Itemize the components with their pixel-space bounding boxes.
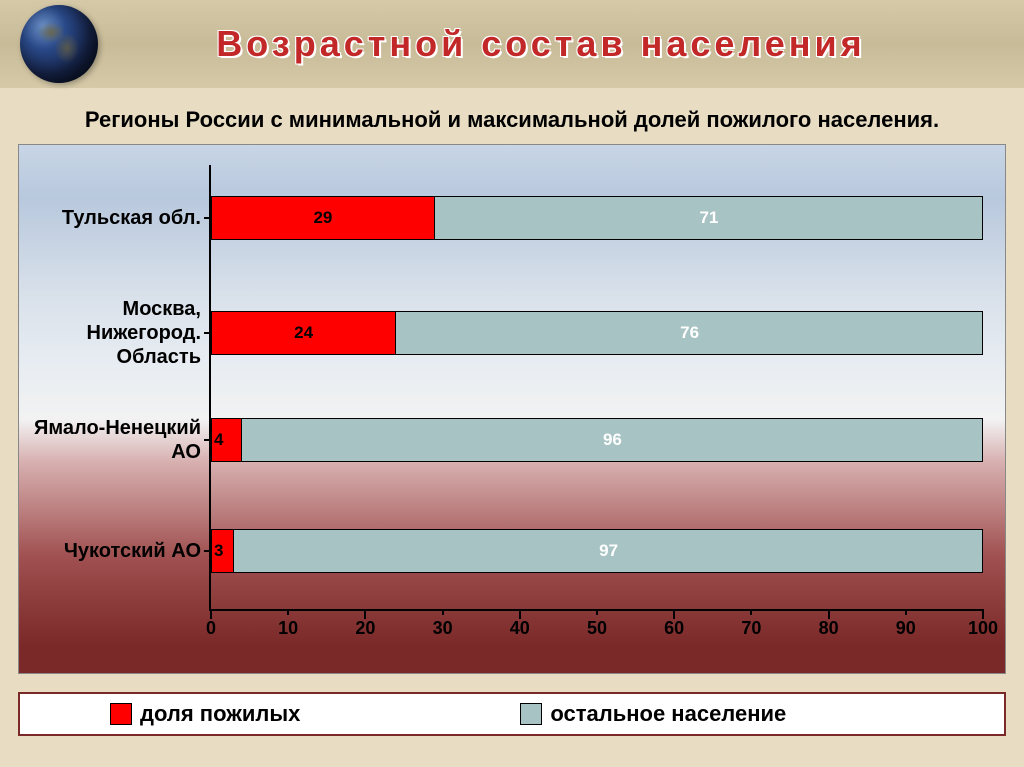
x-tick xyxy=(905,609,907,615)
bar-value-elderly: 29 xyxy=(211,196,435,240)
slide: Возрастной состав населения Регионы Росс… xyxy=(0,0,1024,767)
header-band: Возрастной состав населения xyxy=(0,0,1024,88)
x-tick xyxy=(442,609,444,615)
x-tick-label: 20 xyxy=(355,618,375,639)
bar-value-elderly: 3 xyxy=(214,529,223,573)
chart-container: 0 10 20 30 40 50 60 70 80 90 100 Тульская обл.2971 М… xyxy=(18,144,1006,674)
legend-item: доля пожилых xyxy=(110,701,300,727)
legend-item: остальное население xyxy=(520,701,786,727)
legend-swatch xyxy=(110,703,132,725)
category-label: Ямало-Ненецкий АО xyxy=(26,416,211,464)
bar-value-rest: 96 xyxy=(242,418,983,462)
plot-area: 0102030405060708090100Тульская обл.2971М… xyxy=(209,165,983,611)
x-tick xyxy=(750,609,752,615)
slide-title: Возрастной состав населения xyxy=(98,23,1024,65)
x-tick-label: 60 xyxy=(664,618,684,639)
bar-value-rest: 76 xyxy=(396,311,983,355)
x-tick-label: 80 xyxy=(819,618,839,639)
x-tick-label: 30 xyxy=(433,618,453,639)
x-tick-label: 90 xyxy=(896,618,916,639)
legend: доля пожилых остальное население xyxy=(18,692,1006,736)
x-tick xyxy=(287,609,289,615)
legend-label: доля пожилых xyxy=(140,701,300,727)
bar-value-rest: 97 xyxy=(234,529,983,573)
legend-label: остальное население xyxy=(550,701,786,727)
x-tick-label: 40 xyxy=(510,618,530,639)
category-label: Москва, Нижегород. Область xyxy=(26,297,211,369)
bar-value-elderly: 4 xyxy=(214,418,223,462)
category-label: Чукотский АО xyxy=(26,539,211,563)
x-tick-label: 10 xyxy=(278,618,298,639)
bar-row: Ямало-Ненецкий АО496 xyxy=(211,418,983,462)
x-tick-label: 0 xyxy=(206,618,216,639)
x-tick xyxy=(596,609,598,615)
x-tick-label: 100 xyxy=(968,618,998,639)
x-tick-label: 70 xyxy=(741,618,761,639)
bar-value-elderly: 24 xyxy=(211,311,396,355)
bar-value-rest: 71 xyxy=(435,196,983,240)
legend-swatch xyxy=(520,703,542,725)
slide-subtitle: Регионы России с минимальной и максималь… xyxy=(30,106,994,134)
bar-row: Чукотский АО397 xyxy=(211,529,983,573)
bar-row: Тульская обл.2971 xyxy=(211,196,983,240)
globe-icon xyxy=(20,5,98,83)
bar-row: Москва, Нижегород. Область2476 xyxy=(211,311,983,355)
category-label: Тульская обл. xyxy=(26,206,211,230)
x-tick-label: 50 xyxy=(587,618,607,639)
